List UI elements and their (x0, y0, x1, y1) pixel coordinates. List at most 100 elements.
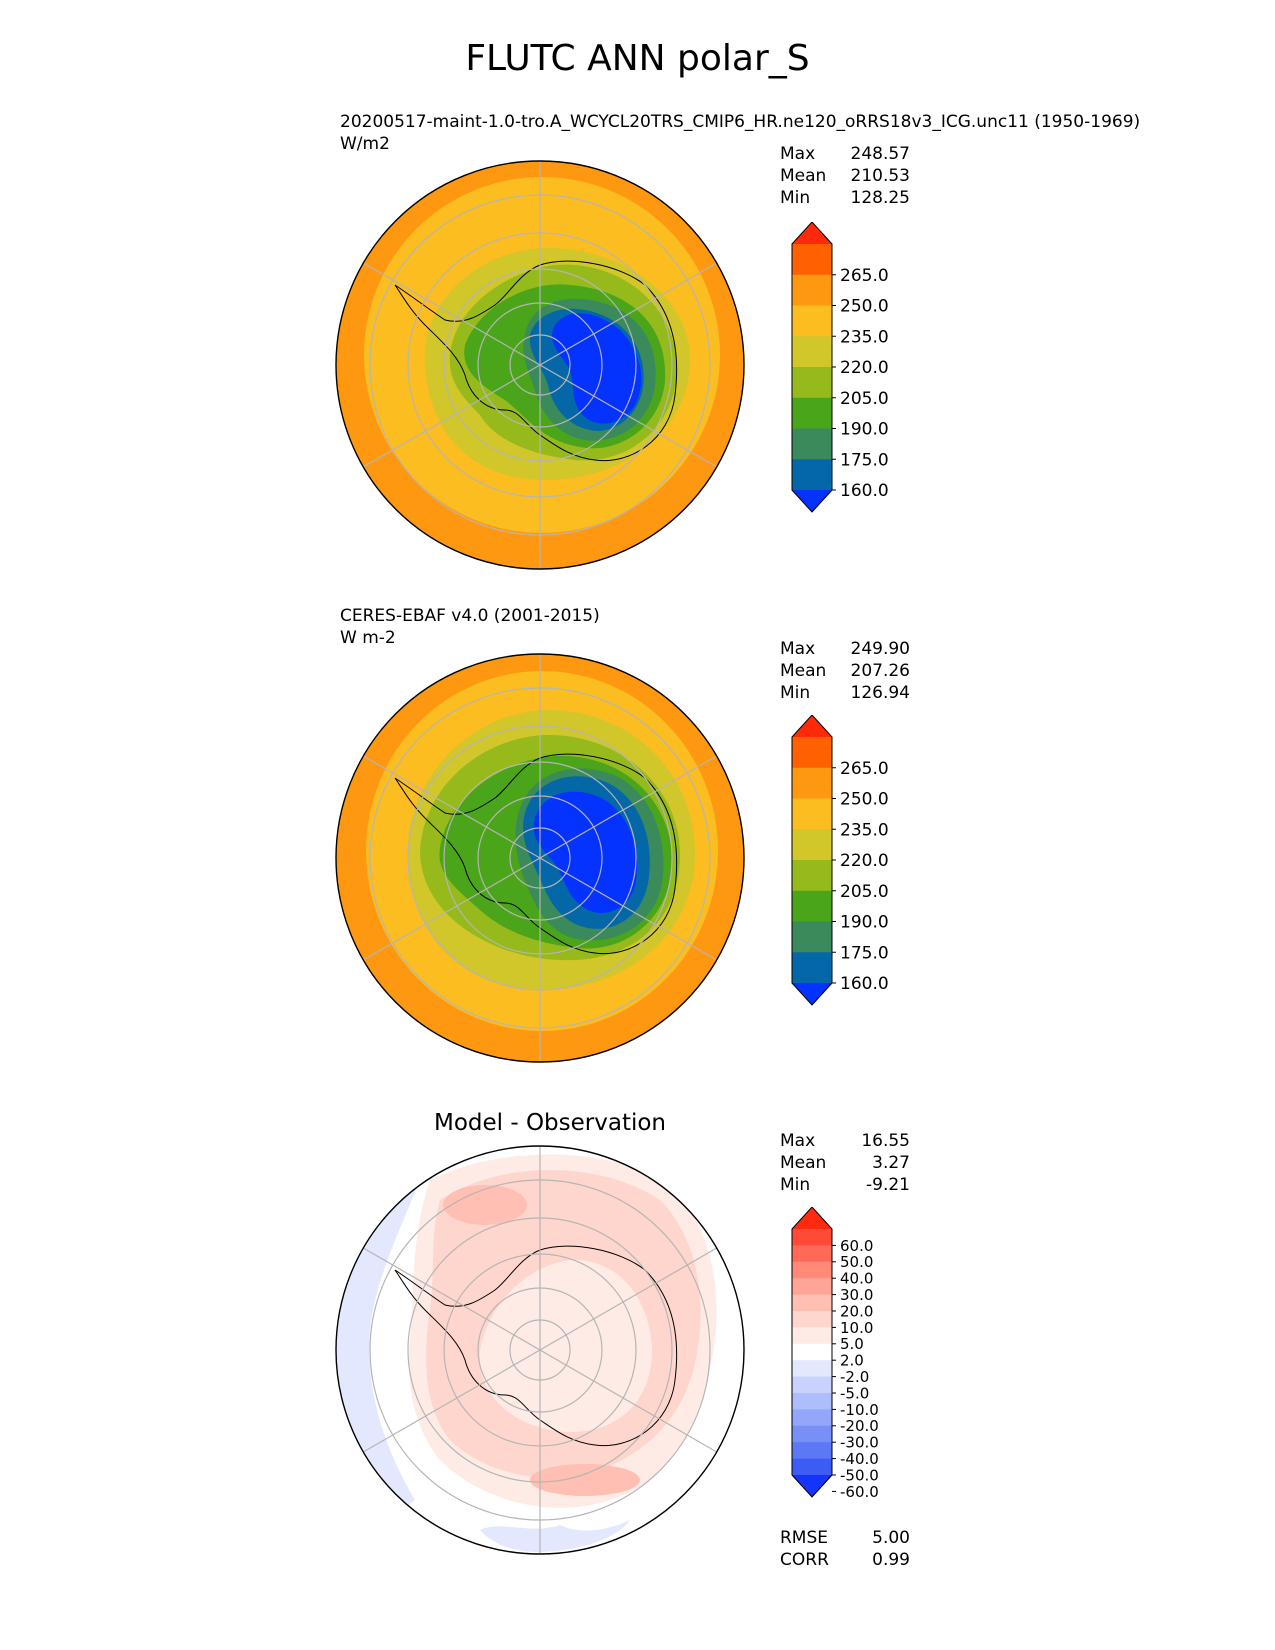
colorbar-tick-label: 145.0 (840, 512, 889, 514)
colorbar-tick-label: 220.0 (840, 851, 889, 871)
colorbar-box (792, 244, 832, 276)
colorbar-tick-label: -40.0 (840, 1450, 879, 1468)
colorbar-tick-label: 160.0 (840, 481, 889, 501)
graticule (363, 1146, 717, 1554)
map-boundary (335, 1145, 745, 1555)
colorbar-tick-label: 235.0 (840, 327, 889, 347)
colorbar-tick-label: -10.0 (840, 1401, 879, 1419)
colorbar-tick-label: 190.0 (840, 420, 889, 440)
colorbar-tick-label: 60.0 (840, 1237, 873, 1255)
colorbar-tick-label: 5.0 (840, 1335, 864, 1353)
colorbar-tick-label: 50.0 (840, 1253, 873, 1271)
colorbar-tick-label: 2.0 (840, 1352, 864, 1370)
figure-title: FLUTC ANN polar_S (465, 38, 810, 79)
colorbar-box (792, 921, 832, 953)
stat-value: 210.53 (850, 166, 910, 186)
colorbar-box (792, 1245, 832, 1263)
colorbar-box (792, 737, 832, 769)
diff-band-interior (479, 1259, 652, 1433)
colorbar-box (792, 1425, 832, 1443)
colorbar-tick-label: -50.0 (840, 1466, 879, 1484)
colorbar-difference: 60.050.040.030.020.010.05.02.0-2.0-5.0-1… (791, 1207, 879, 1499)
coastline-antarctica (394, 260, 678, 462)
colorbar-tick-label: 235.0 (840, 820, 889, 840)
graticule (363, 161, 717, 569)
colorbar-tick-label: 205.0 (840, 882, 889, 902)
panel2-stats: Max 249.90 Mean 207.26 Min 126.94 (780, 638, 910, 704)
colorbar-box (792, 798, 832, 830)
colorbar-tick-label: 220.0 (840, 358, 889, 378)
stat-value: 3.27 (872, 1153, 910, 1173)
colorbar-box (792, 860, 832, 892)
stat-label: Min (780, 683, 811, 703)
colorbar-extend-max (792, 715, 832, 737)
metric-label: CORR (780, 1550, 829, 1570)
panel1-stats: Max 248.57 Mean 210.53 Min 128.25 (780, 143, 910, 209)
diff-band-10 (530, 1464, 640, 1496)
stat-value: 207.26 (850, 661, 910, 681)
polar-map-model (335, 160, 745, 570)
colorbar-tick-label: 10.0 (840, 1319, 873, 1337)
colorbar-box (792, 274, 832, 306)
colorbar-tick-label: -2.0 (840, 1368, 869, 1386)
polar-map-observation (335, 653, 745, 1063)
colorbar-tick-label: -60.0 (840, 1483, 879, 1499)
metric-value: 0.99 (872, 1550, 910, 1570)
stat-label: Mean (780, 661, 827, 681)
stat-label: Min (780, 188, 811, 208)
colorbar-tick-label: -20.0 (840, 1417, 879, 1435)
panel3-title: Model - Observation (433, 1110, 667, 1136)
coastline-antarctica (394, 1245, 678, 1447)
panel1-subtitle: 20200517-maint-1.0-tro.A_WCYCL20TRS_CMIP… (340, 112, 1141, 132)
colorbar-tick-label: 175.0 (840, 450, 889, 470)
colorbar-box (792, 829, 832, 861)
stat-value: -9.21 (866, 1175, 910, 1195)
colorbar-box (792, 305, 832, 337)
colorbar-extend-min (792, 1475, 832, 1497)
stat-label: Mean (780, 1153, 827, 1173)
stat-value: 128.25 (850, 188, 910, 208)
stat-label: Max (780, 144, 816, 164)
panel1-units: W/m2 (340, 134, 390, 154)
colorbar-box (792, 1327, 832, 1345)
colorbar-extend-min (792, 490, 832, 512)
colorbar-box (792, 367, 832, 399)
colorbar-box (792, 1458, 832, 1476)
panel2-units: W m-2 (340, 628, 396, 648)
diff-band-neg2 (480, 1520, 630, 1552)
colorbar-tick-label: 250.0 (840, 297, 889, 317)
colorbar-tick-label: 40.0 (840, 1270, 873, 1288)
stat-value: 16.55 (861, 1131, 910, 1151)
colorbar-box (792, 1229, 832, 1246)
map-boundary (335, 653, 745, 1063)
band-145 (533, 791, 638, 913)
metric-label: RMSE (780, 1528, 829, 1548)
colorbar-box (792, 1442, 832, 1460)
polar-map-difference (335, 1145, 745, 1555)
colorbar-box (792, 952, 832, 984)
colorbar-tick-label: 160.0 (840, 974, 889, 994)
colorbar-box (792, 1393, 832, 1410)
colorbar-tick-label: 30.0 (840, 1286, 873, 1304)
colorbar-tick-label: -5.0 (840, 1384, 869, 1402)
colorbar-tick-label: 205.0 (840, 389, 889, 409)
colorbar-box (792, 890, 832, 922)
colorbar-box (792, 397, 832, 429)
colorbar-box (792, 1409, 832, 1427)
colorbar-box (792, 1360, 832, 1378)
colorbar-tick-label: 265.0 (840, 759, 889, 779)
panel2-subtitle: CERES-EBAF v4.0 (2001-2015) (340, 606, 600, 626)
stat-label: Max (780, 639, 816, 659)
panel3-stats: Max 16.55 Mean 3.27 Min -9.21 (780, 1130, 910, 1196)
graticule (363, 654, 717, 1062)
diff-band-10 (443, 1185, 527, 1225)
colorbar-model: 265.0 250.0 235.0 220.0 205.0 190.0 175.0 160.0… (791, 222, 889, 514)
colorbar-tick-label: -30.0 (840, 1434, 879, 1452)
panel3-metrics: RMSE 5.00 CORR 0.99 (780, 1527, 910, 1571)
colorbar-tick-label: 250.0 (840, 790, 889, 810)
map-boundary (335, 160, 745, 570)
metric-value: 5.00 (872, 1528, 910, 1548)
colorbar-tick-label: 265.0 (840, 266, 889, 286)
colorbar-box (792, 428, 832, 460)
colorbar-observation: 265.0 250.0 235.0 220.0 205.0 190.0 175.0 160.0… (791, 715, 889, 1007)
